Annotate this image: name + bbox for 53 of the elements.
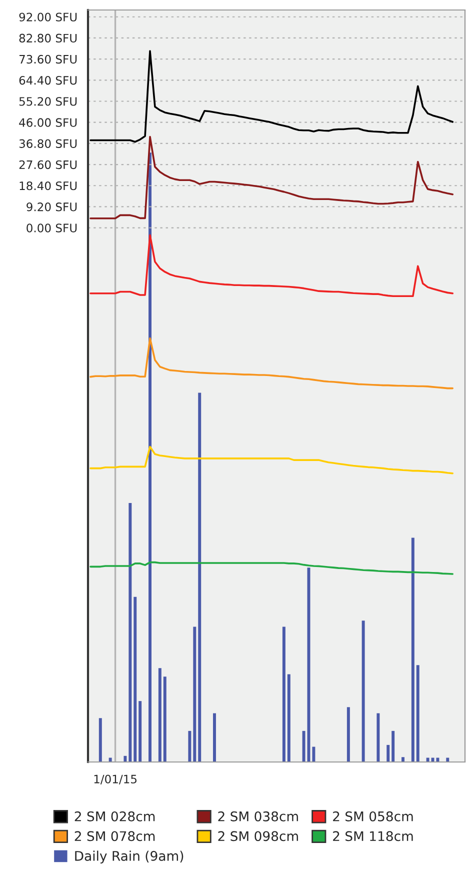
line-series (90, 136, 454, 220)
line-series (90, 561, 454, 575)
bar (416, 665, 420, 762)
bar (436, 758, 440, 762)
bar (376, 713, 380, 762)
y-tick-label: 92.00 SFU (19, 12, 77, 22)
y-tick-label: 82.80 SFU (19, 34, 77, 43)
legend-label: 2 SM 038cm (218, 811, 298, 822)
bar (188, 730, 192, 762)
bar (98, 718, 102, 762)
bar (124, 756, 127, 762)
legend-label: 2 SM 118cm (333, 831, 413, 842)
bar (108, 758, 112, 762)
y-tick-label: 36.80 SFU (19, 139, 77, 148)
x-tick-label: 1/01/15 (94, 774, 136, 784)
line-series (90, 50, 454, 143)
bar (138, 701, 142, 762)
y-tick-label: 9.20 SFU (26, 202, 77, 212)
legend-label: 2 SM 058cm (333, 811, 413, 822)
bar (128, 503, 132, 762)
bar (312, 746, 316, 762)
bar (134, 596, 137, 762)
bar (198, 392, 202, 762)
bar (163, 676, 166, 762)
y-tick-label: 18.40 SFU (20, 181, 77, 190)
bar (213, 713, 216, 762)
legend-label: 2 SM 078cm (74, 831, 155, 842)
line-series (90, 446, 454, 474)
bar (446, 758, 450, 762)
bar (282, 626, 286, 762)
bar (392, 730, 395, 762)
bar (148, 152, 152, 762)
bar (158, 668, 162, 762)
legend-label: 2 SM 098cm (218, 831, 298, 842)
bar (402, 757, 404, 762)
bar (362, 620, 365, 762)
bar (287, 674, 290, 762)
bar (302, 730, 306, 762)
y-tick-label: 55.20 SFU (19, 97, 77, 106)
y-tick-label: 64.40 SFU (19, 76, 77, 85)
bar (386, 744, 390, 762)
line-series (90, 234, 454, 298)
legend-label: 2 SM 028cm (74, 811, 155, 822)
bar (411, 538, 414, 762)
y-tick-label: 46.00 SFU (19, 118, 77, 127)
bar (426, 758, 430, 762)
y-tick-label: 27.60 SFU (19, 160, 77, 170)
legend-label: Daily Rain (9am) (75, 850, 184, 864)
y-tick-label: 73.60 SFU (19, 54, 77, 64)
bar (346, 707, 350, 762)
line-series (90, 337, 454, 390)
y-tick-label: 0.00 SFU (26, 224, 77, 232)
bar (193, 626, 196, 762)
